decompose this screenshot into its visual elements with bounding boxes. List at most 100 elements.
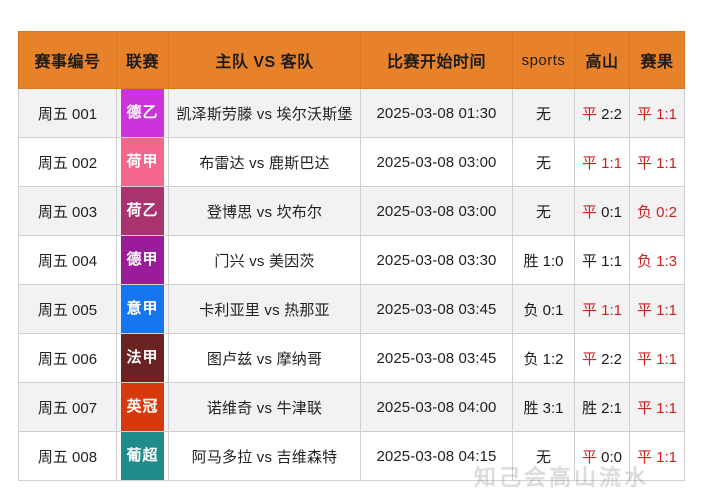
final-result-cell-mark: 平: [636, 154, 652, 172]
match-id-cell: 周五 007: [18, 382, 117, 432]
sports-result-cell-mark: 无: [535, 448, 551, 466]
final-result-cell-score: 1:1: [656, 105, 678, 123]
column-header-sports[interactable]: sports: [512, 31, 575, 89]
sports-result-cell: 胜 1:0: [512, 235, 575, 285]
final-result-cell-score: 1:1: [656, 301, 678, 319]
final-result-cell-score: 1:1: [656, 448, 678, 466]
gaoshan-result-cell: 平 0:1: [574, 186, 630, 236]
league-badge[interactable]: 荷甲: [121, 138, 164, 186]
table-row[interactable]: 周五 003 荷乙 登博思 vs 坎布尔 2025-03-08 03:00 无 平 0:1…: [18, 186, 685, 236]
gaoshan-result-cell: 平 1:1: [574, 137, 630, 187]
final-result-cell: 平 1:1: [629, 431, 685, 481]
final-result-cell-mark: 平: [636, 448, 652, 466]
sports-result-cell-score: 1:2: [542, 350, 564, 368]
sports-result-cell-score: 1:0: [542, 252, 564, 270]
column-header-match[interactable]: 主队 VS 客队: [168, 31, 361, 89]
league-cell: 意甲: [116, 284, 169, 334]
match-time-cell: 2025-03-08 03:00: [360, 137, 513, 187]
gaoshan-result-cell: 平 1:1: [574, 235, 630, 285]
table-row[interactable]: 周五 001 德乙 凯泽斯劳滕 vs 埃尔沃斯堡 2025-03-08 01:30 无 平…: [18, 88, 685, 138]
table-row[interactable]: 周五 008 葡超 阿马多拉 vs 吉维森特 2025-03-08 04:15 无 平 0…: [18, 431, 685, 481]
match-teams-cell: 门兴 vs 美因茨: [168, 235, 361, 285]
sports-result-cell: 胜 3:1: [512, 382, 575, 432]
fixtures-table-container: 赛事编号 联赛 主队 VS 客队 比赛开始时间 sports 高山 赛果 周五 …: [18, 31, 685, 481]
league-cell: 德甲: [116, 235, 169, 285]
column-header-league[interactable]: 联赛: [116, 31, 169, 89]
match-teams-cell: 图卢兹 vs 摩纳哥: [168, 333, 361, 383]
table-row[interactable]: 周五 005 意甲 卡利亚里 vs 热那亚 2025-03-08 03:45 负 0:1…: [18, 284, 685, 334]
fixtures-table: 赛事编号 联赛 主队 VS 客队 比赛开始时间 sports 高山 赛果 周五 …: [18, 31, 685, 481]
gaoshan-result-cell-score: 1:1: [601, 154, 623, 172]
final-result-cell: 平 1:1: [629, 382, 685, 432]
final-result-cell: 平 1:1: [629, 333, 685, 383]
match-id-cell: 周五 002: [18, 137, 117, 187]
sports-result-cell-mark: 胜: [523, 399, 539, 417]
match-id-cell: 周五 003: [18, 186, 117, 236]
sports-result-cell-mark: 无: [535, 203, 551, 221]
gaoshan-result-cell: 平 2:2: [574, 333, 630, 383]
league-badge[interactable]: 德乙: [121, 89, 164, 137]
final-result-cell: 平 1:1: [629, 137, 685, 187]
table-row[interactable]: 周五 004 德甲 门兴 vs 美因茨 2025-03-08 03:30 胜 1:0 平 …: [18, 235, 685, 285]
match-id-cell: 周五 001: [18, 88, 117, 138]
gaoshan-result-cell: 平 0:0: [574, 431, 630, 481]
final-result-cell-mark: 平: [636, 105, 652, 123]
sports-result-cell: 无: [512, 88, 575, 138]
sports-result-cell-score: 3:1: [542, 399, 564, 417]
gaoshan-result-cell-mark: 胜: [581, 399, 597, 417]
match-teams-cell: 凯泽斯劳滕 vs 埃尔沃斯堡: [168, 88, 361, 138]
league-badge[interactable]: 葡超: [121, 432, 164, 480]
gaoshan-result-cell-mark: 平: [581, 203, 597, 221]
gaoshan-result-cell-score: 0:0: [601, 448, 623, 466]
gaoshan-result-cell-score: 2:1: [601, 399, 623, 417]
league-cell: 葡超: [116, 431, 169, 481]
sports-result-cell-mark: 无: [535, 154, 551, 172]
table-body: 周五 001 德乙 凯泽斯劳滕 vs 埃尔沃斯堡 2025-03-08 01:30 无平…: [18, 88, 685, 481]
column-header-gaoshan[interactable]: 高山: [574, 31, 630, 89]
league-cell: 法甲: [116, 333, 169, 383]
league-badge[interactable]: 德甲: [121, 236, 164, 284]
table-row[interactable]: 周五 006 法甲 图卢兹 vs 摩纳哥 2025-03-08 03:45 负 1:2 平…: [18, 333, 685, 383]
sports-result-cell-score: 0:1: [542, 301, 564, 319]
league-badge[interactable]: 英冠: [121, 383, 164, 431]
sports-result-cell-mark: 胜: [523, 252, 539, 270]
column-header-result[interactable]: 赛果: [629, 31, 685, 89]
gaoshan-result-cell-score: 2:2: [601, 105, 623, 123]
sports-result-cell: 无: [512, 137, 575, 187]
gaoshan-result-cell-score: 0:1: [601, 203, 623, 221]
final-result-cell-mark: 负: [636, 252, 652, 270]
final-result-cell-score: 0:2: [656, 203, 678, 221]
match-id-cell: 周五 005: [18, 284, 117, 334]
match-time-cell: 2025-03-08 03:45: [360, 284, 513, 334]
sports-result-cell: 无: [512, 431, 575, 481]
final-result-cell-score: 1:1: [656, 154, 678, 172]
final-result-cell: 平 1:1: [629, 284, 685, 334]
final-result-cell-score: 1:3: [656, 252, 678, 270]
table-row[interactable]: 周五 007 英冠 诺维奇 vs 牛津联 2025-03-08 04:00 胜 3:1 胜…: [18, 382, 685, 432]
final-result-cell-mark: 平: [636, 301, 652, 319]
table-row[interactable]: 周五 002 荷甲 布雷达 vs 鹿斯巴达 2025-03-08 03:00 无 平 1:…: [18, 137, 685, 187]
league-badge[interactable]: 荷乙: [121, 187, 164, 235]
match-teams-cell: 卡利亚里 vs 热那亚: [168, 284, 361, 334]
gaoshan-result-cell-score: 1:1: [601, 301, 623, 319]
gaoshan-result-cell-mark: 平: [581, 154, 597, 172]
match-teams-cell: 阿马多拉 vs 吉维森特: [168, 431, 361, 481]
column-header-id[interactable]: 赛事编号: [18, 31, 117, 89]
final-result-cell: 平 1:1: [629, 88, 685, 138]
sports-result-cell: 无: [512, 186, 575, 236]
gaoshan-result-cell-mark: 平: [581, 252, 597, 270]
match-time-cell: 2025-03-08 01:30: [360, 88, 513, 138]
match-time-cell: 2025-03-08 03:45: [360, 333, 513, 383]
league-cell: 英冠: [116, 382, 169, 432]
final-result-cell: 负 1:3: [629, 235, 685, 285]
sports-result-cell-mark: 无: [535, 105, 551, 123]
column-header-time[interactable]: 比赛开始时间: [360, 31, 513, 89]
match-id-cell: 周五 008: [18, 431, 117, 481]
final-result-cell: 负 0:2: [629, 186, 685, 236]
final-result-cell-mark: 平: [636, 399, 652, 417]
league-badge[interactable]: 法甲: [121, 334, 164, 382]
gaoshan-result-cell-score: 2:2: [601, 350, 623, 368]
league-badge[interactable]: 意甲: [121, 285, 164, 333]
gaoshan-result-cell-mark: 平: [581, 350, 597, 368]
final-result-cell-mark: 平: [636, 350, 652, 368]
